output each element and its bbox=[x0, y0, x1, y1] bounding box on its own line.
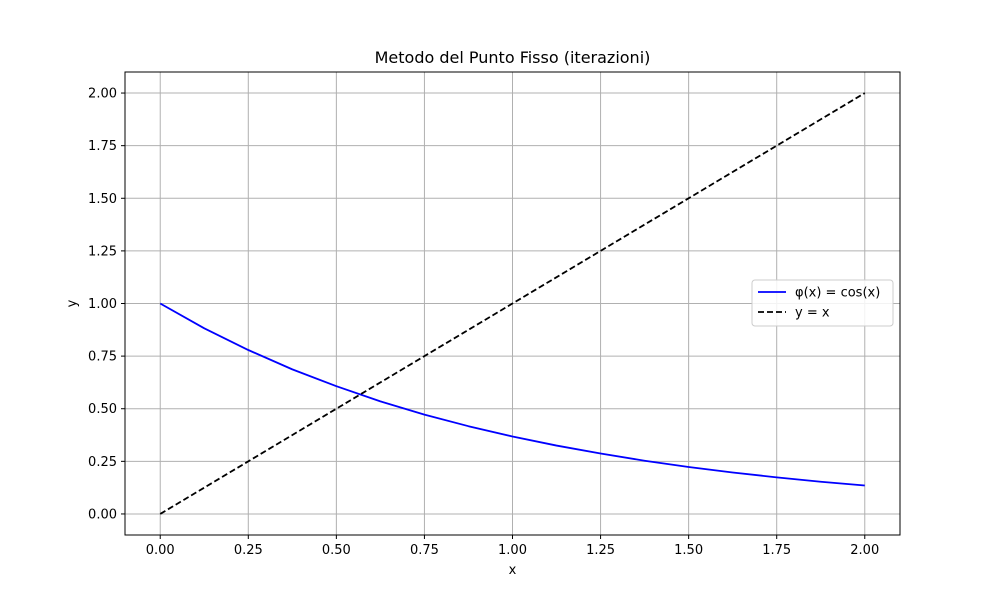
y-tick-label: 1.00 bbox=[88, 297, 117, 312]
x-tick-label: 0.50 bbox=[322, 543, 351, 558]
y-tick-label: 1.25 bbox=[88, 244, 117, 259]
x-tick-label: 0.00 bbox=[146, 543, 175, 558]
chart-title: Metodo del Punto Fisso (iterazioni) bbox=[375, 48, 651, 67]
x-tick-label: 0.75 bbox=[410, 543, 439, 558]
y-tick-label: 1.50 bbox=[88, 192, 117, 207]
y-tick-label: 0.50 bbox=[88, 402, 117, 417]
legend-entry-label: φ(x) = cos(x) bbox=[795, 286, 880, 301]
x-tick-label: 1.00 bbox=[498, 543, 527, 558]
y-tick-label: 0.00 bbox=[88, 507, 117, 522]
legend: φ(x) = cos(x) y = x bbox=[751, 279, 894, 327]
x-tick-label: 1.50 bbox=[674, 543, 703, 558]
legend-box bbox=[751, 279, 894, 327]
x-tick-label: 0.25 bbox=[234, 543, 263, 558]
y-tick-label: 2.00 bbox=[88, 87, 117, 102]
y-tick-label: 0.75 bbox=[88, 350, 117, 365]
y-tick-label: 1.75 bbox=[88, 139, 117, 154]
y-axis-label: y bbox=[65, 299, 80, 307]
series-layer bbox=[159, 92, 866, 515]
x-tick-label: 1.25 bbox=[586, 543, 615, 558]
y-axis-ticks: 0.00 0.25 0.50 0.75 1.00 1.25 1.50 1.75 2.00 bbox=[88, 87, 125, 522]
series-line bbox=[159, 92, 866, 515]
series-line bbox=[159, 302, 865, 487]
x-axis-label: x bbox=[509, 563, 517, 578]
legend-entry-label: y = x bbox=[795, 306, 830, 321]
x-tick-label: 1.75 bbox=[762, 543, 791, 558]
y-tick-label: 0.25 bbox=[88, 455, 117, 470]
x-tick-label: 2.00 bbox=[850, 543, 879, 558]
x-axis-ticks: 0.00 0.25 0.50 0.75 1.00 1.25 1.50 1.75 2.00 bbox=[146, 535, 879, 558]
